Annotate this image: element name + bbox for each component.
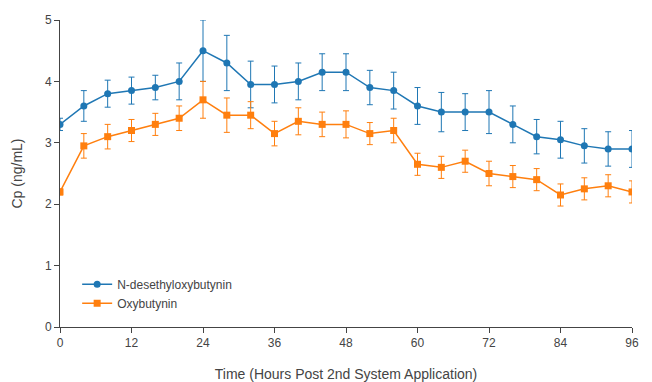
svg-text:2: 2 bbox=[45, 197, 52, 211]
svg-text:3: 3 bbox=[45, 136, 52, 150]
svg-text:4: 4 bbox=[45, 75, 52, 89]
svg-text:Oxybutynin: Oxybutynin bbox=[117, 297, 177, 311]
svg-text:60: 60 bbox=[411, 336, 425, 350]
svg-text:96: 96 bbox=[625, 336, 639, 350]
svg-text:1: 1 bbox=[45, 259, 52, 273]
svg-text:24: 24 bbox=[196, 336, 210, 350]
svg-text:N-desethyloxybutynin: N-desethyloxybutynin bbox=[117, 278, 232, 292]
svg-text:0: 0 bbox=[45, 320, 52, 334]
svg-text:Time (Hours Post 2nd System Ap: Time (Hours Post 2nd System Application) bbox=[215, 366, 477, 382]
svg-text:48: 48 bbox=[339, 336, 353, 350]
svg-text:5: 5 bbox=[45, 13, 52, 27]
svg-text:84: 84 bbox=[554, 336, 568, 350]
svg-text:72: 72 bbox=[482, 336, 496, 350]
svg-text:12: 12 bbox=[125, 336, 139, 350]
svg-text:Cp (ng/mL): Cp (ng/mL) bbox=[9, 138, 25, 208]
svg-text:0: 0 bbox=[57, 336, 64, 350]
svg-text:36: 36 bbox=[268, 336, 282, 350]
